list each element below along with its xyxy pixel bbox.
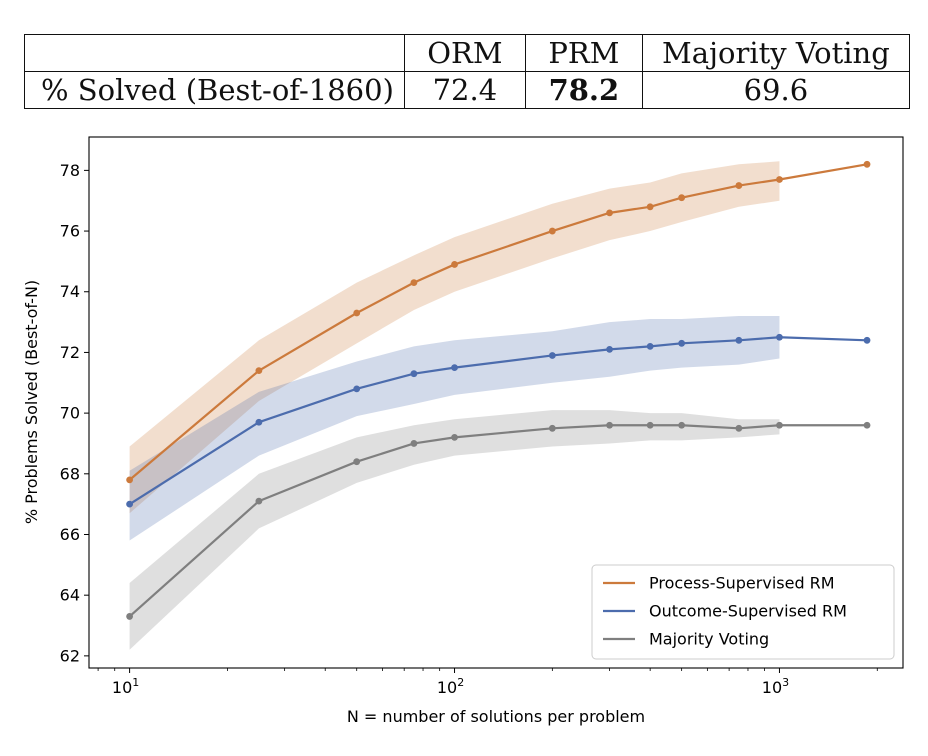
confidence-bands — [129, 161, 780, 650]
process-supervised-rm-band — [129, 161, 780, 514]
majority-voting-point — [678, 421, 686, 429]
y-tick-label: 76 — [60, 222, 80, 241]
x-tick-label: 102 — [437, 676, 464, 697]
process-supervised-rm-point — [548, 227, 556, 235]
series-lines — [128, 163, 868, 618]
process-supervised-rm-point — [451, 261, 458, 268]
process-supervised-rm-line — [128, 163, 868, 481]
majority-voting-point — [410, 440, 418, 447]
outcome-supervised-rm-point — [776, 333, 783, 341]
value-orm: 72.4 — [403, 71, 526, 109]
outcome-supervised-rm-legend-label: Outcome-Supervised RM — [649, 602, 847, 621]
value-majority-voting: 69.6 — [641, 71, 910, 109]
y-axis: 62 64 66 68 70 72 74 76 78 — [60, 161, 89, 665]
process-supervised-rm-legend-label: Process-Supervised RM — [649, 574, 835, 593]
process-supervised-rm-point — [678, 194, 686, 202]
majority-voting-band — [129, 410, 780, 650]
majority-voting-point — [451, 433, 458, 441]
process-supervised-rm-point — [126, 476, 133, 484]
x-axis-label: N = number of solutions per problem — [347, 707, 645, 726]
series-points — [126, 160, 871, 620]
outcome-supervised-rm-point — [410, 370, 418, 378]
y-tick-label: 70 — [60, 404, 80, 423]
value-prm: 78.2 — [524, 71, 643, 109]
legend: Process-Supervised RM Outcome-Supervised … — [591, 564, 895, 660]
plot-frame — [88, 136, 904, 669]
outcome-supervised-rm-point — [863, 336, 871, 344]
legend-box — [591, 564, 895, 660]
process-supervised-rm-point — [606, 209, 613, 217]
legend-items: Process-Supervised RM Outcome-Supervised … — [603, 574, 847, 649]
column-header-majority-voting: Majority Voting — [641, 34, 910, 72]
majority-voting-point — [126, 613, 133, 620]
y-tick-label: 68 — [60, 464, 80, 483]
y-tick-label: 62 — [60, 646, 80, 665]
outcome-supervised-rm-point — [606, 346, 613, 353]
outcome-supervised-rm-point — [548, 352, 556, 359]
table-row: % Solved (Best-of-1860) 72.4 78.2 69.6 — [24, 71, 910, 109]
y-tick-label: 66 — [60, 525, 80, 544]
majority-voting-point — [646, 421, 654, 429]
y-tick-label: 78 — [60, 161, 80, 180]
outcome-supervised-rm-point — [451, 364, 458, 372]
y-tick-label: 74 — [60, 282, 80, 301]
process-supervised-rm-point — [255, 367, 263, 375]
y-axis-label: % Problems Solved (Best-of-N) — [22, 280, 41, 524]
majority-voting-point — [353, 458, 361, 466]
process-supervised-rm-point — [776, 176, 783, 183]
process-supervised-rm-point — [353, 309, 361, 317]
x-axis: 101 102 103 — [97, 668, 878, 697]
process-supervised-rm-point — [410, 279, 418, 287]
majority-voting-line — [128, 424, 868, 618]
majority-voting-point — [255, 497, 263, 505]
row-label: % Solved (Best-of-1860) — [24, 71, 405, 109]
outcome-supervised-rm-point — [126, 500, 133, 508]
y-tick-label: 72 — [60, 343, 80, 362]
outcome-supervised-rm-point — [646, 342, 654, 350]
majority-voting-point — [863, 421, 871, 429]
majority-voting-legend-label: Majority Voting — [649, 630, 769, 649]
outcome-supervised-rm-band — [129, 316, 780, 541]
results-table: ORM PRM Majority Voting % Solved (Best-o… — [24, 34, 910, 109]
outcome-supervised-rm-point — [353, 385, 361, 393]
outcome-supervised-rm-point — [735, 336, 743, 344]
outcome-supervised-rm-point — [678, 339, 686, 347]
majority-voting-point — [548, 424, 556, 432]
process-supervised-rm-point — [735, 182, 743, 189]
y-tick-label: 64 — [60, 586, 80, 605]
outcome-supervised-rm-point — [255, 418, 263, 426]
process-supervised-rm-point — [863, 160, 871, 168]
majority-voting-point — [606, 421, 613, 429]
majority-voting-point — [776, 421, 783, 429]
process-supervised-rm-point — [646, 203, 654, 211]
outcome-supervised-rm-line — [129, 336, 868, 506]
x-tick-label: 101 — [112, 676, 139, 697]
x-tick-label: 103 — [762, 676, 789, 697]
majority-voting-point — [735, 424, 743, 432]
